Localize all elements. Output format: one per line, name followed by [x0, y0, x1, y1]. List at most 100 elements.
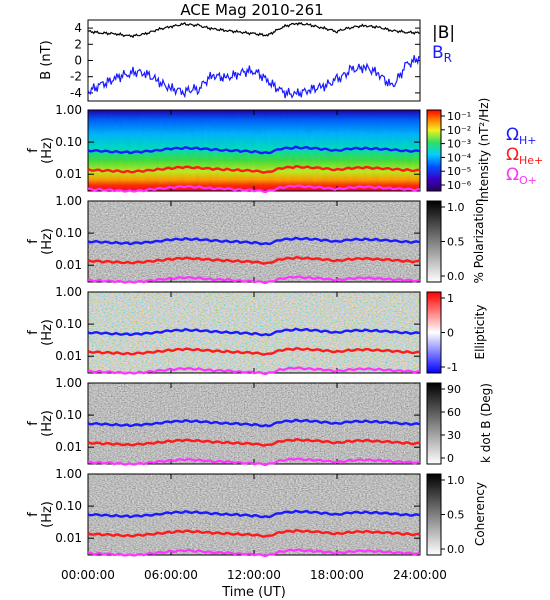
gyro-line-he-plus	[87, 255, 421, 265]
legend-h-plus-sub: H+	[519, 134, 537, 147]
colorbar-tick-label: 0	[447, 452, 454, 465]
gyro-line-o-plus	[87, 275, 421, 284]
x-tick-label: 06:00:00	[144, 568, 198, 582]
colorbar-tick-label: 10⁻⁵	[447, 165, 471, 178]
colorbar-tick-label: 90	[447, 383, 461, 396]
y-tick-label: 0.01	[55, 531, 82, 545]
y-tick-label: 0.10	[55, 135, 82, 149]
panel-frame	[87, 19, 421, 102]
x-tick-label: 00:00:00	[61, 568, 115, 582]
panel-b-field: 4 2 0 -2 -4 B (nT) |B| BR	[39, 19, 455, 102]
colorbar-tick-labels: 1.0 0.5 0.0	[441, 474, 465, 556]
y-tick-label: -2	[70, 70, 82, 84]
legend-he-plus-sub: He+	[519, 154, 543, 167]
y-axis-label-var: f	[26, 421, 41, 426]
colorbar-tick-labels: 1 0 -1	[441, 292, 458, 374]
colorbar-tick-label: -1	[447, 361, 458, 374]
colorbar-tick-label: 1.0	[447, 474, 465, 487]
colorbar-label: Coherency	[473, 482, 487, 546]
series-b-r	[87, 55, 421, 99]
legend-o-plus-sub: O+	[519, 174, 537, 187]
legend-gyrofrequencies: ΩH+ ΩHe+ ΩO+	[506, 125, 543, 187]
colorbar-intensity	[426, 109, 442, 192]
legend-b-r-sub: R	[444, 51, 452, 65]
chart-title: ACE Mag 2010-261	[180, 1, 323, 19]
gyro-line-o-plus	[87, 366, 421, 375]
colorbar-tick-label: 0.0	[447, 543, 465, 556]
y-tick-label: 0.10	[55, 317, 82, 331]
y-tick-label: -4	[70, 86, 82, 100]
gyro-line-he-plus	[87, 437, 421, 447]
colorbar-tick-label: 10⁻³	[447, 138, 471, 151]
spectrogram-axes: 1.000.100.01f(Hz)1.000.100.01f(Hz)1.000.…	[26, 103, 421, 555]
gyro-line-h-plus	[87, 509, 421, 519]
y-tick-labels: 4 2 0 -2 -4	[70, 21, 420, 100]
x-axis-label: Time (UT)	[221, 585, 286, 600]
y-axis-label-var: f	[26, 512, 41, 517]
y-axis-label: f(Hz)	[26, 410, 55, 437]
colorbar-tick-label: 0.5	[447, 509, 465, 522]
colorbar-tick-label: 0	[447, 327, 454, 340]
colorbar-tick-label: 60	[447, 406, 461, 419]
y-axis-label-var: f	[26, 239, 41, 244]
colorbar-label: Ellipticity	[473, 305, 487, 360]
series-b-total	[87, 21, 421, 39]
gyrofrequency-lines	[87, 145, 421, 557]
colorbar-tick-labels: 1.0 0.5 0.0	[441, 201, 465, 283]
y-axis-label-unit: (Hz)	[40, 410, 55, 437]
x-tick-label: 24:00:00	[393, 568, 447, 582]
colorbar-label: % Polarization	[472, 199, 486, 284]
y-tick-label: 0.10	[55, 499, 82, 513]
y-tick-label: 0.10	[55, 408, 82, 422]
y-axis-label-var: f	[26, 148, 41, 153]
gyro-line-h-plus	[87, 236, 421, 246]
y-tick-label: 0.01	[55, 440, 82, 454]
colorbar-tick-label: 1	[447, 292, 454, 305]
y-tick-label: 4	[74, 21, 82, 35]
y-tick-label: 1.00	[55, 467, 82, 481]
legend-omega-o: Ω	[506, 165, 519, 185]
legend-omega-he: Ω	[506, 145, 519, 165]
y-tick-label: 0.01	[55, 167, 82, 181]
y-axis-label-unit: (Hz)	[40, 319, 55, 346]
gyro-line-he-plus	[87, 528, 421, 538]
y-axis-label: f(Hz)	[26, 137, 55, 164]
y-tick-label: 1.00	[55, 194, 82, 208]
y-tick-label: 0.01	[55, 258, 82, 272]
y-tick-label: 1.00	[55, 285, 82, 299]
legend-o-plus: ΩO+	[506, 165, 537, 187]
y-axis-label: f(Hz)	[26, 228, 55, 255]
y-axis-label: B (nT)	[39, 40, 54, 79]
colorbar-kdotb	[426, 382, 442, 465]
x-tick-labels: 00:00:00 06:00:00 12:00:00 18:00:00 24:00:00	[61, 568, 447, 582]
colorbar-polarization	[426, 200, 442, 283]
colorbar-tick-label: 0.0	[447, 270, 465, 283]
gyro-line-he-plus	[87, 164, 421, 174]
y-tick-label: 0.10	[55, 226, 82, 240]
gyro-line-h-plus	[87, 418, 421, 428]
y-tick-label: 1.00	[55, 103, 82, 117]
y-tick-label: 0.01	[55, 349, 82, 363]
colorbar-tick-label: 10⁻⁶	[447, 179, 472, 192]
legend-he-plus: ΩHe+	[506, 145, 543, 167]
x-tick-label: 12:00:00	[227, 568, 281, 582]
legend-omega-h: Ω	[506, 125, 519, 145]
y-axis-label: f(Hz)	[26, 319, 55, 346]
y-axis-label-var: f	[26, 330, 41, 335]
legend-h-plus: ΩH+	[506, 125, 537, 147]
legend-b-total: |B|	[432, 23, 455, 43]
y-axis-label: f(Hz)	[26, 501, 55, 528]
colorbar-tick-label: 30	[447, 429, 461, 442]
colorbar-tick-labels: 10⁻¹10⁻²10⁻³10⁻⁴10⁻⁵10⁻⁶	[441, 110, 472, 192]
y-tick-label: 0	[74, 54, 82, 68]
colorbar-tick-label: 1.0	[447, 201, 465, 214]
gyro-line-o-plus	[87, 548, 421, 557]
gyro-line-o-plus	[87, 457, 421, 466]
colorbar-coherency	[426, 473, 442, 556]
gyro-line-o-plus	[87, 184, 421, 193]
colorbar-tick-label: 0.5	[447, 236, 465, 249]
b-field-lines	[87, 21, 421, 99]
colorbar-label: Intensity (nT²/Hz)	[477, 98, 491, 203]
legend-b-r-main: B	[432, 43, 444, 63]
